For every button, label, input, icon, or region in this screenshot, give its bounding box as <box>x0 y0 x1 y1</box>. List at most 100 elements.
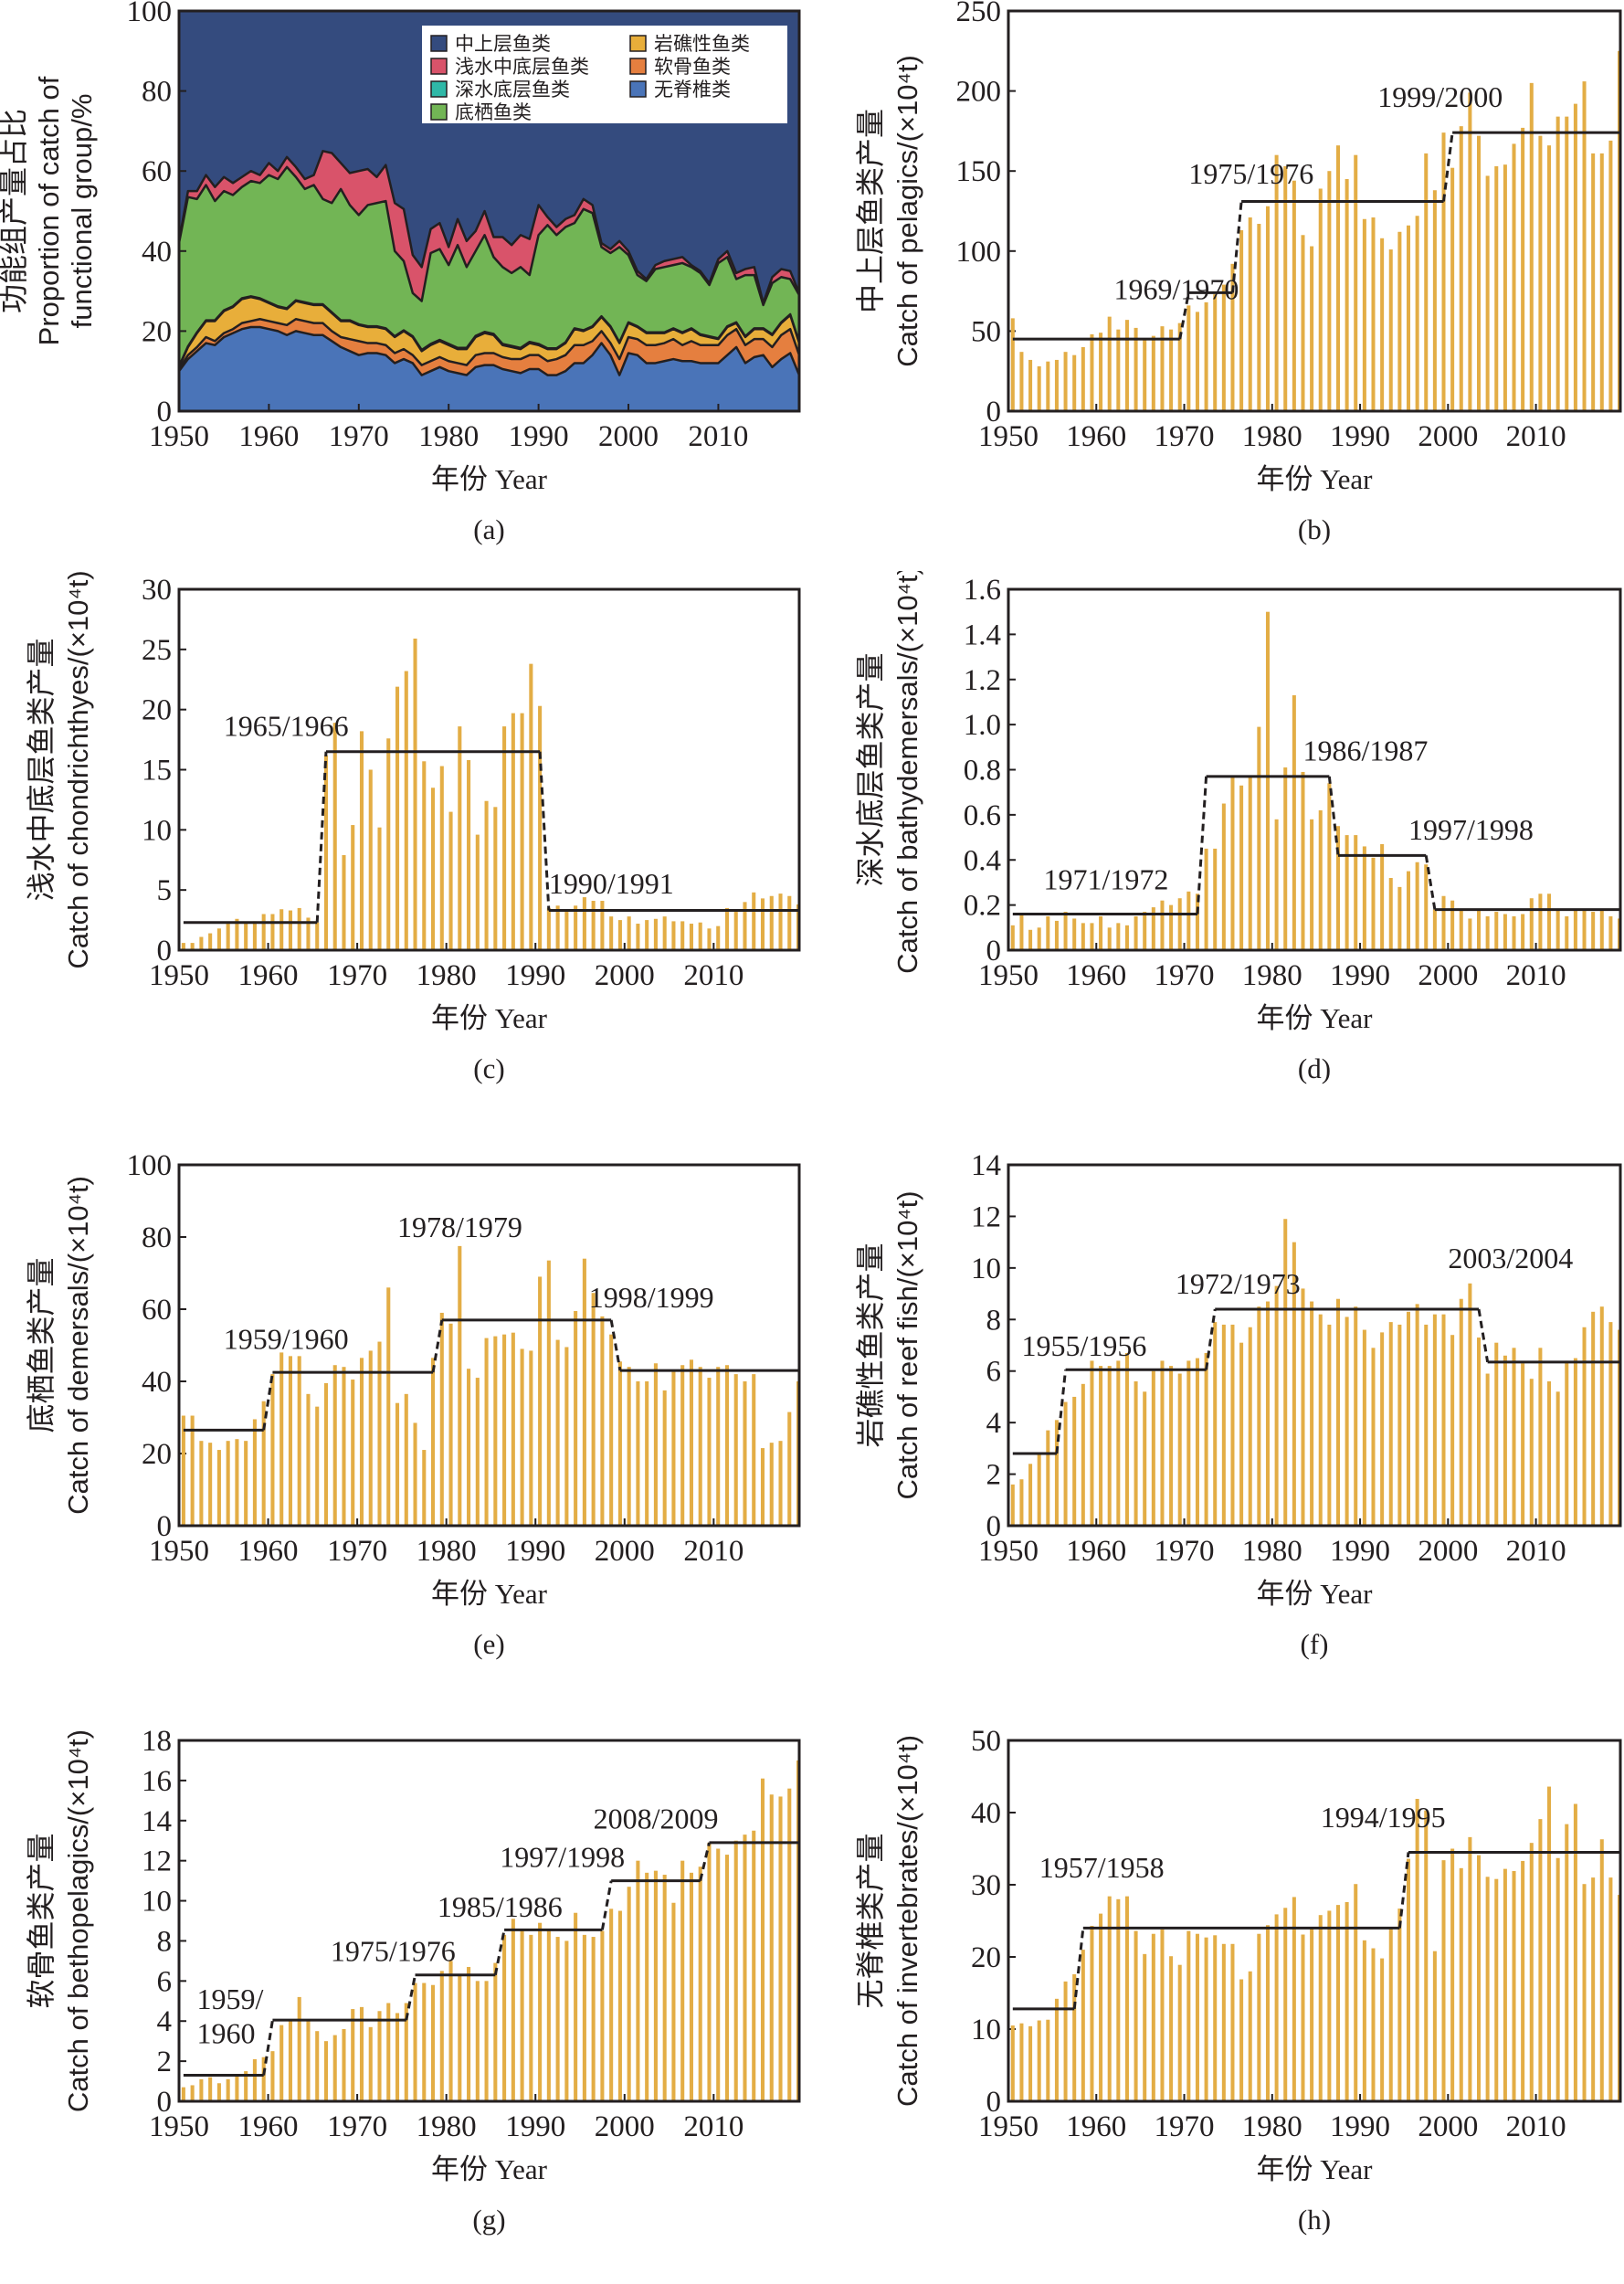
bar-1965 <box>315 922 320 950</box>
bar-1972 <box>377 827 382 950</box>
bar-1979 <box>439 1971 444 2101</box>
bar-1998 <box>1432 1314 1437 1526</box>
bar-1979 <box>1265 1301 1270 1526</box>
legend-swatch <box>629 58 647 75</box>
bar-1968 <box>342 2029 346 2101</box>
y-tick-label: 200 <box>956 76 1002 109</box>
bar-1966 <box>323 1382 329 1526</box>
bar-1957 <box>1072 1396 1077 1526</box>
bar-1963 <box>1124 320 1129 411</box>
x-tick-label: 1980 <box>417 2110 477 2143</box>
y-tick-label: 30 <box>971 1869 1001 1902</box>
bar-2000 <box>627 1367 631 1526</box>
bar-1999 <box>617 1361 622 1526</box>
bar-1978 <box>1257 726 1261 950</box>
bar-2017 <box>1599 1839 1604 2101</box>
bar-1955 <box>226 1441 230 1526</box>
bar-1980 <box>448 1961 453 2101</box>
bar-2008 <box>1521 1363 1525 1526</box>
bar-2001 <box>1459 1298 1463 1526</box>
y-tick-label: 0.4 <box>964 844 1001 877</box>
bar-2003 <box>1477 1338 1482 1526</box>
bar-1958 <box>252 2058 257 2101</box>
bar-2009 <box>707 1378 712 1526</box>
regime-shift-annotation: 1997/1998 <box>1408 813 1534 846</box>
bar-1973 <box>386 738 391 950</box>
bar-1960 <box>270 1374 275 1526</box>
regime-shift-annotation: 1969/1970 <box>1114 272 1239 305</box>
bar-2018 <box>787 1412 792 1526</box>
bar-1985 <box>493 1336 498 1526</box>
bar-2014 <box>752 892 756 950</box>
bar-1979 <box>1265 1925 1270 2101</box>
bar-1964 <box>1134 915 1138 950</box>
bar-2015 <box>760 1778 765 2101</box>
x-tick-label: 1980 <box>1242 420 1302 453</box>
bar-1960 <box>1099 333 1103 411</box>
bar-1968 <box>1169 904 1174 950</box>
bar-1965 <box>1143 912 1147 950</box>
bar-1973 <box>386 1287 391 1526</box>
bar-1954 <box>216 1450 221 1526</box>
bar-1998 <box>1432 909 1437 950</box>
bar-1981 <box>1283 1219 1288 1526</box>
legend-swatch <box>430 35 448 52</box>
bar-1993 <box>564 910 569 950</box>
y-tick-label: 250 <box>956 0 1002 28</box>
bar-2000 <box>1450 167 1455 412</box>
y-axis-title-cn: 功能组产量占比 <box>0 109 30 313</box>
chart-d-svg: 0 0.2 0.4 0.6 0.8 1.0 1.2 1.4 1.6 1950 1960 1970 198… <box>854 566 1622 1084</box>
x-axis-title: 年份 Year <box>1257 2153 1374 2185</box>
bar-2001 <box>636 1381 640 1526</box>
x-axis-title: 年份 Year <box>431 1002 548 1034</box>
bar-1979 <box>1265 611 1270 950</box>
bar-1996 <box>1415 862 1419 950</box>
bar-1970 <box>1186 305 1191 411</box>
bar-1963 <box>297 1356 301 1526</box>
y-tick-label: 12 <box>142 1845 172 1878</box>
bar-1978 <box>431 788 436 950</box>
bar-1985 <box>1318 1915 1323 2101</box>
bar-2002 <box>1468 92 1472 412</box>
bar-2002 <box>645 920 649 950</box>
plot-frame <box>1007 1739 1622 2103</box>
y-tick-label: 50 <box>971 315 1001 348</box>
bar-1970 <box>359 1358 364 1526</box>
bar-1983 <box>1301 771 1305 950</box>
bar-2010 <box>1538 894 1543 950</box>
bar-1995 <box>1406 1311 1411 1526</box>
legend-label: 岩礁性鱼类 <box>654 33 750 55</box>
bar-2014 <box>1573 909 1577 950</box>
bar-1957 <box>244 1441 248 1526</box>
bar-2010 <box>716 1848 721 2101</box>
bar-2003 <box>1477 1855 1482 2101</box>
regime-shift-annotation: 1955/1956 <box>1021 1329 1146 1362</box>
bar-2005 <box>671 921 676 950</box>
y-axis-title-cn: 浅水中底层鱼类产量 <box>25 638 58 901</box>
panel-label: (d) <box>1298 1052 1331 1084</box>
bar-1970 <box>359 731 364 950</box>
legend-swatch <box>629 35 647 52</box>
y-tick-label: 100 <box>127 1149 173 1182</box>
bar-1971 <box>368 769 373 950</box>
y-tick-label: 5 <box>157 874 173 907</box>
regime-shift-annotation: 1978/1979 <box>397 1211 522 1243</box>
y-tick-label: 14 <box>971 1149 1001 1182</box>
x-tick-label: 1980 <box>1242 2110 1302 2143</box>
bar-1971 <box>1195 1933 1199 2101</box>
bar-1954 <box>216 2083 221 2101</box>
x-tick-label: 2000 <box>595 1535 655 1568</box>
regime-shift-line <box>315 751 328 923</box>
bar-2001 <box>1459 909 1463 950</box>
x-tick-label: 1970 <box>1155 420 1215 453</box>
y-tick-label: 20 <box>142 315 172 348</box>
bar-1974 <box>395 1402 400 1526</box>
bar-1971 <box>1195 312 1199 411</box>
bar-1991 <box>1371 217 1376 411</box>
bar-1991 <box>1371 1948 1376 2101</box>
bar-1955 <box>1054 1998 1059 2101</box>
bar-2004 <box>1485 175 1490 411</box>
plot-frame <box>177 587 801 952</box>
bar-1980 <box>1274 154 1279 411</box>
panel-a-functional-group-proportion: 0 20 40 60 80 100 1950 1960 1970 1980 1990 2000 2010… <box>0 0 813 566</box>
